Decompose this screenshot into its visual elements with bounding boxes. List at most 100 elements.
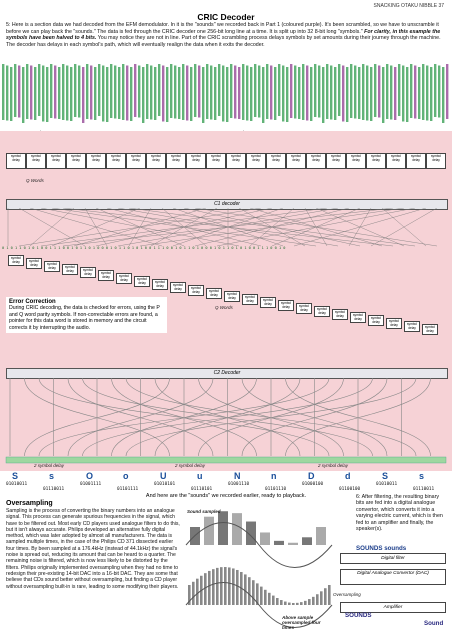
c2-decoder: C2 Decoder [6,368,448,379]
bit-row-mid: 0 1 0 1 1 0 1 0 1 0 0 1 1 1 0 0 1 0 1 1 … [2,246,286,250]
staircase-delay-box: symbol delay [26,258,42,269]
decoded-symbol-bits: 01110011 [43,487,65,492]
intro-emphasis: For clarity, in this example the symbols… [6,28,441,42]
decoded-symbol-letter: S [382,471,389,481]
staircase-delay-box: symbol delay [224,291,240,302]
sound-label-right: Sound [424,620,444,627]
staircase-delay-box: symbol delay [134,276,150,287]
digital-filter-box: Digital filter [340,553,446,564]
staircase-delay-box: symbol delay [314,306,330,317]
oversampling-text: Sampling is the process of converting th… [6,508,180,590]
staircase-delay-box: symbol delay [368,315,384,326]
symbol-delay-box: symbol delay [306,153,326,169]
decoded-symbol-letter: D [308,471,315,481]
error-correction-box: Error Correction During CRIC decoding, t… [6,297,167,334]
decoded-symbol-bits: 01001110 [228,482,250,487]
symbol-delay-box: symbol delay [246,153,266,169]
dac-box: Digital Analogue Convertor (DAC) [340,569,446,585]
magazine-header: SNACKING OTAKU NIBBLE 37 [373,3,444,9]
staircase-delay-box: symbol delay [296,303,312,314]
staircase-delay-box: symbol delay [98,270,114,281]
intro-text-end: You may notice they are not in line. Par… [6,35,441,48]
symbol-delay-box: symbol delay [186,153,206,169]
decoded-symbol-letter: s [49,471,55,481]
page-title: CRIC Decoder [197,12,255,22]
symbol-delay-box: symbol delay [226,153,246,169]
staircase-delay-box: symbol delay [206,288,222,299]
symbol-delay-box: symbol delay [86,153,106,169]
decoded-symbol-letter: N [234,471,241,481]
symbol-delay-box: symbol delay [326,153,346,169]
symbol-delay-box: symbol delay [386,153,406,169]
intro-text: 5: Here is a section data we had decoded… [6,22,439,35]
decoded-symbol-bits: 01010011 [6,482,28,487]
staircase-delay-box: symbol delay [152,279,168,290]
decoded-symbol-letter: u [197,471,203,481]
symbol-delay-box: symbol delay [426,153,446,169]
staircase-delay-box: symbol delay [188,285,204,296]
decoded-symbol-bits: 01100100 [339,487,361,492]
oversampled-bars [188,567,331,605]
staircase-delay-box: symbol delay [350,312,366,323]
decoded-symbol-bits: 01110101 [191,487,213,492]
decoded-symbol-bits: 01000100 [302,482,324,487]
decoded-symbol-bits: 01101111 [117,487,139,492]
two-symbol-delay-3: 2 symbol delay [318,463,349,468]
oversampling-title: Oversampling [6,500,53,507]
symbol-delay-box: symbol delay [6,153,26,169]
oversampling-label: Oversampling [333,592,361,597]
decoded-symbol-bits: 01001111 [80,482,102,487]
symbol-delay-box: symbol delay [126,153,146,169]
q-words-mid-label: Q Words [215,305,233,310]
delay-strip [5,456,447,464]
crossing-lines-lower [9,378,431,457]
symbol-delay-box: symbol delay [286,153,306,169]
error-correction-title: Error Correction [9,299,56,305]
staircase-delay-box: symbol delay [44,261,60,272]
error-correction-text: During CRIC decoding, the data is checke… [9,305,160,331]
decoded-caption: And here are the "sounds" we recorded ea… [145,493,307,499]
sound-sampled-label: Sound sampled [187,509,221,514]
decoded-symbol-bits: 01010011 [376,482,398,487]
symbol-delay-box: symbol delay [106,153,126,169]
decoded-symbol-letter: O [86,471,94,481]
staircase-delay-box: symbol delay [116,273,132,284]
symbol-bit-stripes [2,64,450,124]
staircase-delay-box: symbol delay [278,300,294,311]
staircase-delay-box: symbol delay [260,297,276,308]
two-symbol-delay-1: 2 symbol delay [34,463,65,468]
staircase-delay-box: symbol delay [80,267,96,278]
staircase-delay-box: symbol delay [242,294,258,305]
symbol-delay-box: symbol delay [406,153,426,169]
staircase-delay-box: symbol delay [404,321,420,332]
decoded-symbol-bits: 01010101 [154,482,176,487]
symbol-delay-box: symbol delay [266,153,286,169]
symbol-delay-box: symbol delay [26,153,46,169]
staircase-delay-box: symbol delay [422,324,438,335]
symbol-delay-box: symbol delay [346,153,366,169]
decoded-symbol-bits: 01110011 [413,487,435,492]
symbol-delay-box: symbol delay [166,153,186,169]
symbol-delay-box: symbol delay [206,153,226,169]
decoded-symbol-letter: s [419,471,425,481]
crossing-lines-upper [7,208,438,247]
staircase-delay-box: symbol delay [62,264,78,275]
above-sample-label: Above sample oversampled four times [282,615,321,630]
two-symbol-delay-2: 2 symbol delay [175,463,206,468]
staircase-delay-box: symbol delay [332,309,348,320]
intro-paragraph: 5: Here is a section data we had decoded… [6,22,446,48]
decoded-symbol-letter: d [345,471,351,481]
sounds-title: SOUNDS sounds [356,545,407,552]
amplifier-box: Amplifier [340,602,446,613]
staircase-delay-box: symbol delay [170,282,186,293]
decoded-symbol-letter: U [160,471,167,481]
sounds-bottom-label: SOUNDS [345,612,372,619]
decoded-symbol-letter: o [123,471,129,481]
decoded-symbol-letter: n [271,471,277,481]
decoded-symbol-bits: 01101110 [265,487,287,492]
symbol-delay-box: symbol delay [366,153,386,169]
dac-explanation: 6: After filtering, the resulting binary… [356,494,443,533]
sampling-diagram [184,505,334,635]
staircase-delay-box: symbol delay [8,255,24,266]
